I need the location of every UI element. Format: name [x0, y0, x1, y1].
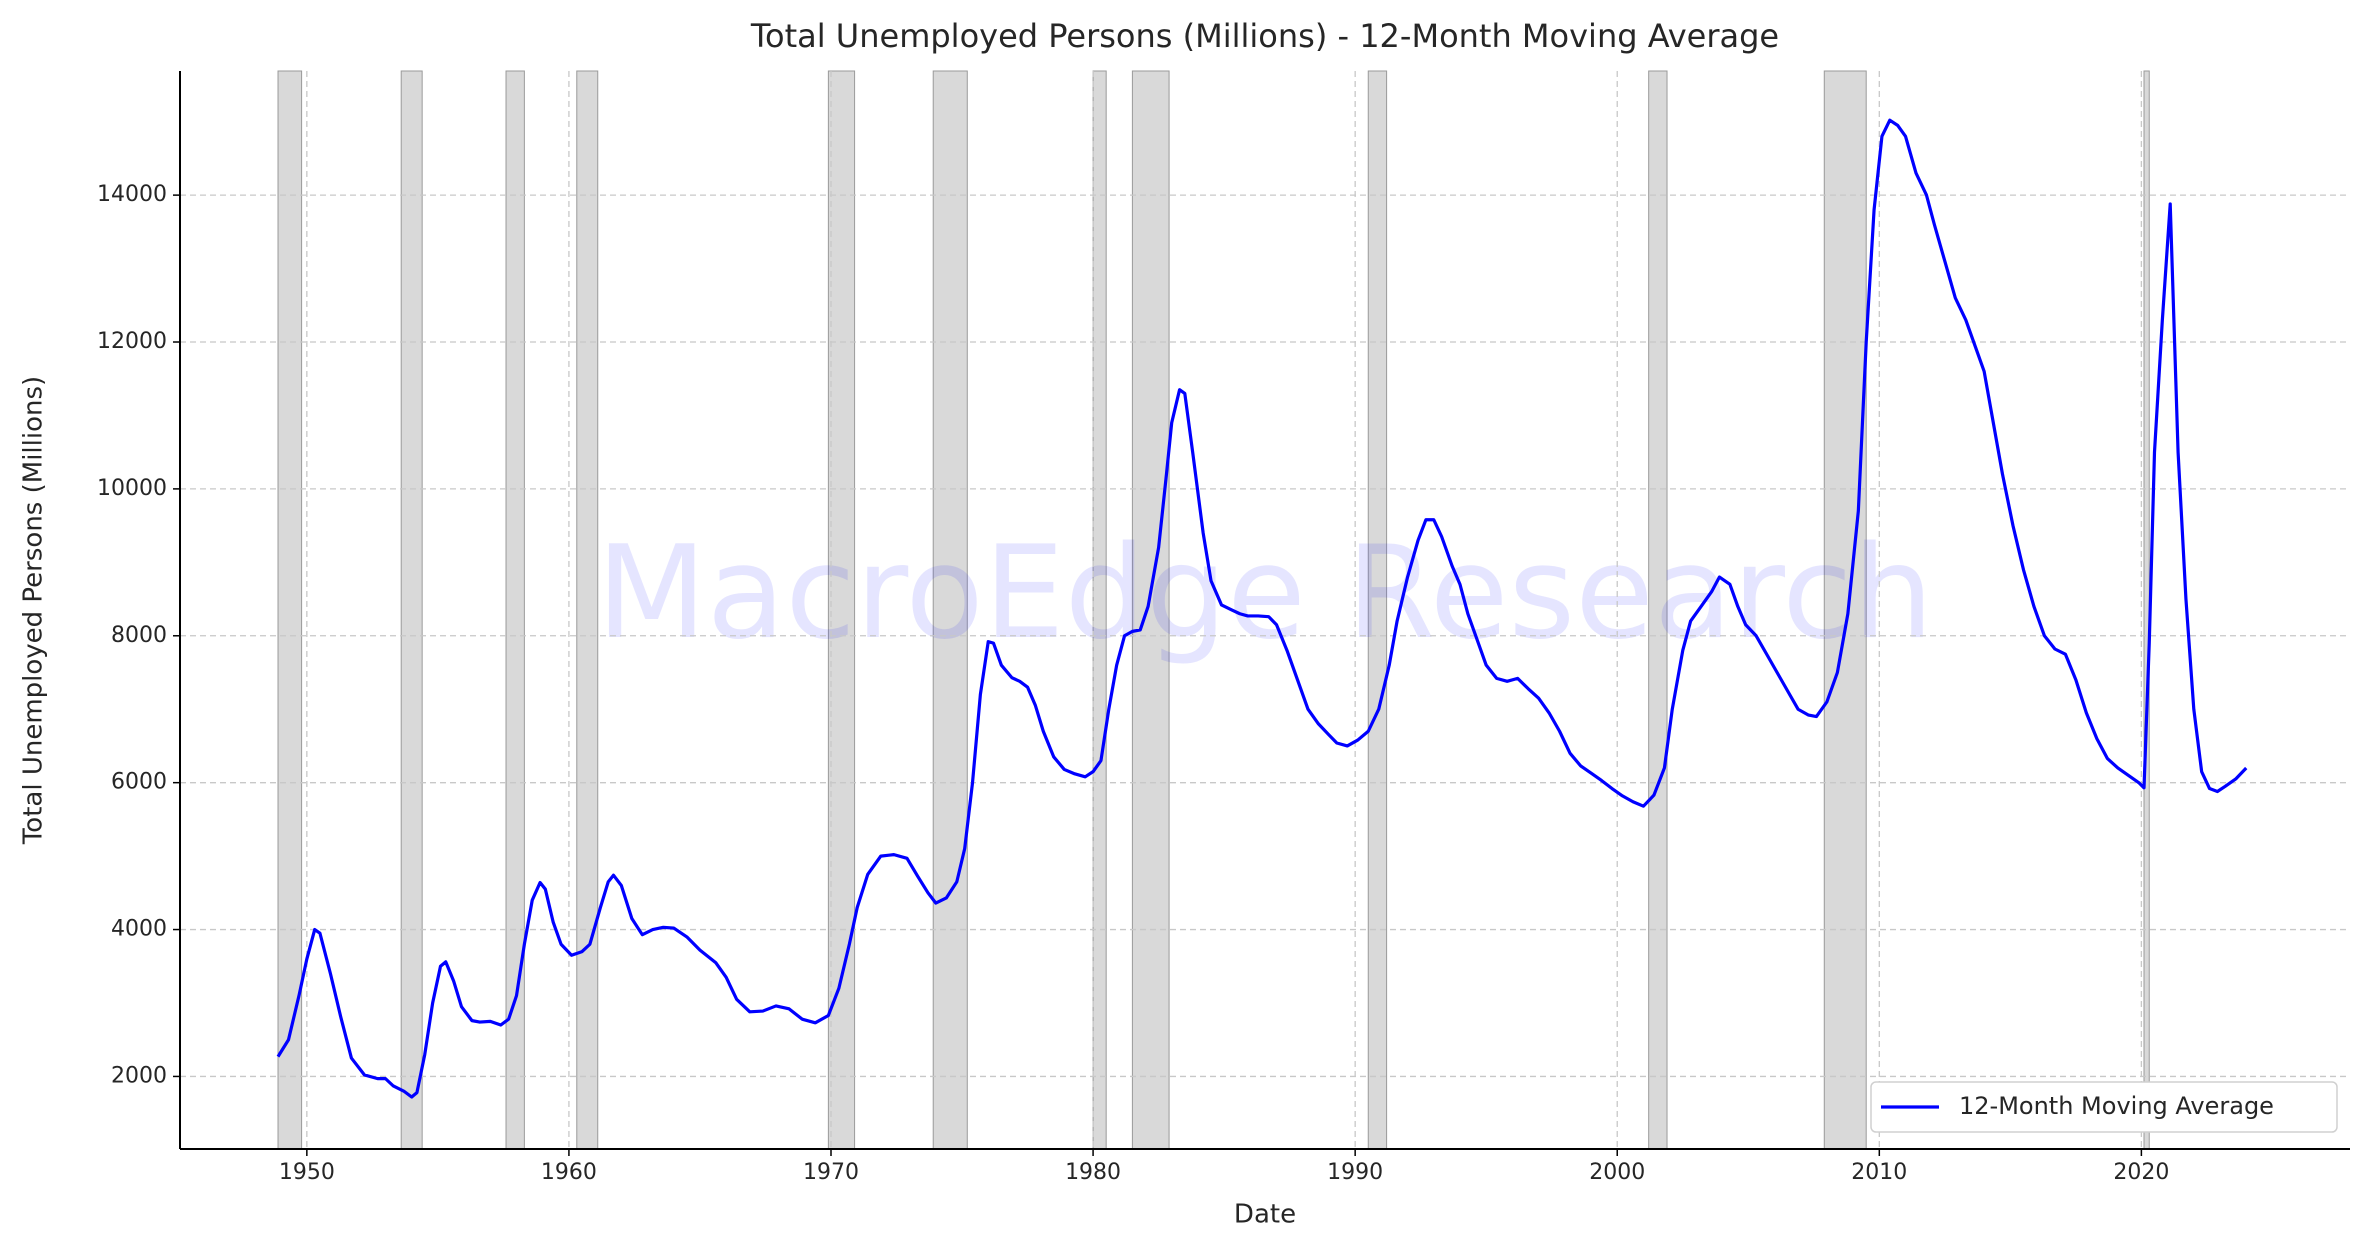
recession-band [576, 70, 599, 1150]
y-tick-label: 12000 [97, 329, 167, 354]
x-tick-label: 1980 [1065, 1160, 1121, 1185]
x-tick-label: 2000 [1589, 1160, 1645, 1185]
legend-label: 12-Month Moving Average [1959, 1092, 2274, 1120]
recession-band [827, 70, 856, 1150]
y-tick-label: 10000 [97, 476, 167, 501]
chart-title: Total Unemployed Persons (Millions) - 12… [750, 17, 1779, 55]
y-tick-label: 2000 [111, 1063, 167, 1088]
x-tick-label: 2010 [1851, 1160, 1907, 1185]
x-tick-label: 1960 [541, 1160, 597, 1185]
x-tick-label: 1950 [279, 1160, 335, 1185]
recession-band [277, 70, 303, 1150]
y-axis-label: Total Unemployed Persons (Millions) [19, 376, 49, 845]
y-tick-label: 8000 [111, 623, 167, 648]
y-tick-label: 6000 [111, 770, 167, 795]
legend-box [1870, 1081, 2338, 1133]
recession-band [1131, 70, 1170, 1150]
x-tick-label: 2020 [2113, 1160, 2169, 1185]
x-tick-label: 1990 [1327, 1160, 1383, 1185]
data-line [276, 118, 2248, 1099]
x-axis-label: Date [1234, 1200, 1296, 1230]
x-tick-label: 1970 [803, 1160, 859, 1185]
y-tick-label: 4000 [111, 917, 167, 942]
y-tick-label: 14000 [97, 182, 167, 207]
recession-band [2143, 70, 2150, 1150]
recession-band [932, 70, 968, 1150]
recession-band [505, 70, 525, 1150]
recession-band [400, 70, 423, 1150]
